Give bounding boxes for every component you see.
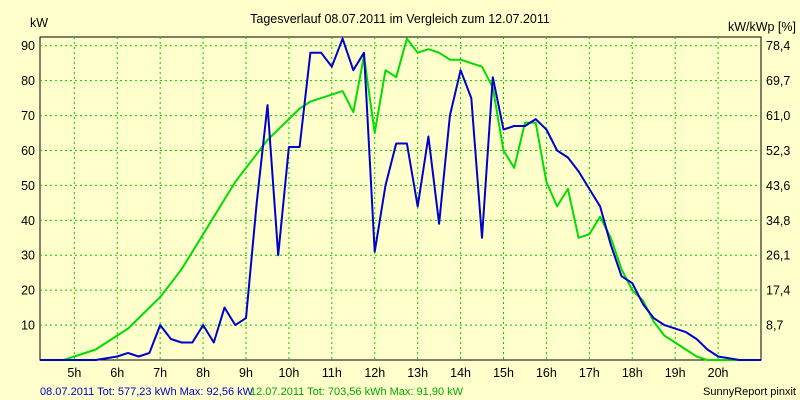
y-right-tick-label: 34,8	[766, 214, 790, 228]
y-right-tick-label: 78,4	[766, 39, 790, 53]
plot-area	[39, 36, 762, 361]
series-line-1	[40, 37, 761, 361]
x-tick-label: 6h	[110, 366, 124, 380]
x-tick-label: 7h	[153, 366, 167, 380]
x-tick-label: 15h	[493, 366, 514, 380]
y-left-tick-label: 10	[21, 319, 35, 333]
x-tick-label: 8h	[196, 366, 210, 380]
y-right-tick-label: 26,1	[766, 249, 790, 263]
y-left-tick-label: 80	[21, 74, 35, 88]
footer-series-2-summary: 12.07.2011 Tot: 703,56 kWh Max: 91,90 kW	[250, 386, 464, 398]
x-tick-label: 20h	[708, 366, 729, 380]
y-axis-right-ticks: 8,7 17,4 26,1 34,8 43,6 52,3 61,0 69,7 78,4	[766, 39, 790, 332]
y-axis-right-label: kW/kWp [%]	[728, 20, 796, 34]
footer-credit: SunnyReport pinxit	[703, 386, 796, 398]
footer-series-1-summary: 08.07.2011 Tot: 577,23 kWh Max: 92,56 kW	[40, 386, 254, 398]
series-lines	[40, 37, 761, 361]
y-right-tick-label: 43,6	[766, 179, 790, 193]
x-tick-label: 17h	[579, 366, 600, 380]
y-left-tick-label: 60	[21, 144, 35, 158]
x-tick-label: 18h	[622, 366, 643, 380]
y-left-tick-label: 50	[21, 179, 35, 193]
chart-title: Tagesverlauf 08.07.2011 im Vergleich zum…	[250, 12, 550, 26]
series-line-2	[40, 37, 740, 361]
y-left-tick-label: 20	[21, 284, 35, 298]
y-left-tick-label: 70	[21, 109, 35, 123]
x-tick-label: 5h	[67, 366, 81, 380]
x-tick-label: 14h	[450, 366, 471, 380]
y-right-tick-label: 52,3	[766, 144, 790, 158]
y-left-tick-label: 90	[21, 39, 35, 53]
y-right-tick-label: 69,7	[766, 74, 790, 88]
y-axis-left-label: kW	[30, 16, 48, 30]
x-tick-label: 10h	[278, 366, 299, 380]
y-left-tick-label: 40	[21, 214, 35, 228]
y-left-tick-label: 30	[21, 249, 35, 263]
x-tick-label: 11h	[322, 366, 342, 380]
x-tick-label: 13h	[407, 366, 428, 380]
x-tick-label: 19h	[665, 366, 686, 380]
x-tick-label: 9h	[239, 366, 253, 380]
y-axis-left-ticks: 10 20 30 40 50 60 70 80 90	[21, 39, 35, 332]
x-tick-label: 12h	[364, 366, 385, 380]
x-tick-label: 16h	[536, 366, 557, 380]
y-right-tick-label: 17,4	[766, 284, 790, 298]
x-axis-ticks: 5h 6h 7h 8h 9h 10h 11h 12h 13h 14h 15h 16h 17h 18h 19h…	[67, 366, 728, 380]
y-right-tick-label: 8,7	[766, 319, 783, 333]
y-right-tick-label: 61,0	[766, 109, 790, 123]
